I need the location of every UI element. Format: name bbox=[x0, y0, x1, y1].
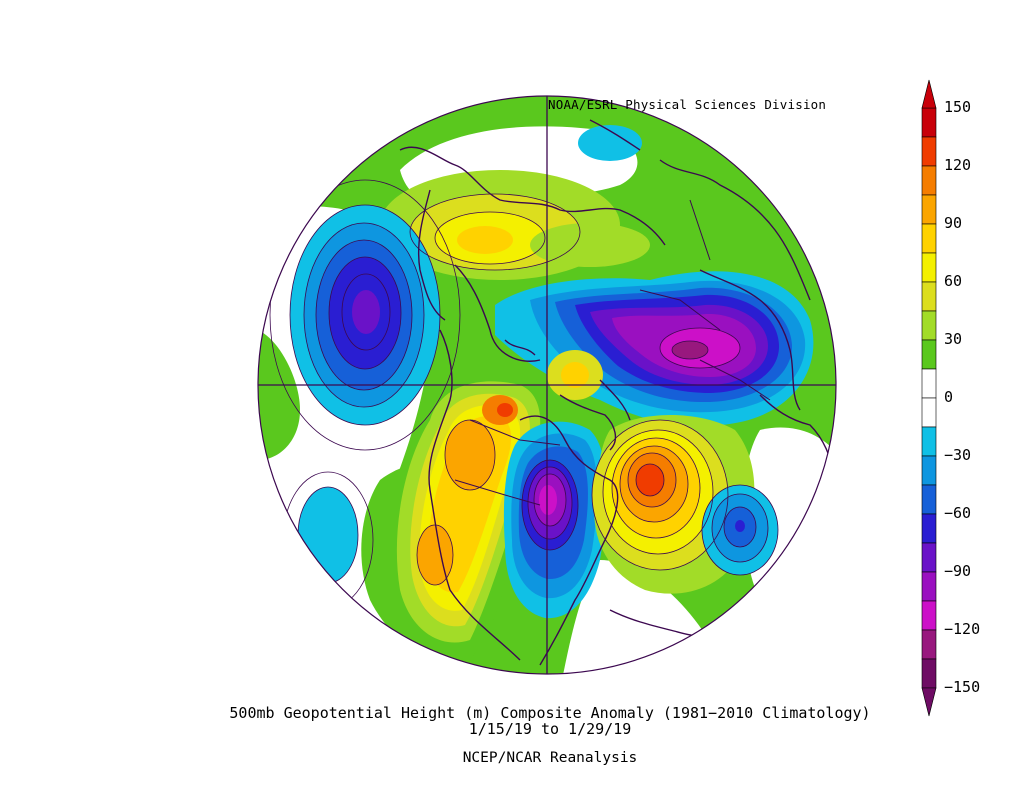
colorbar-bin bbox=[921, 368, 937, 399]
colorbar-bin bbox=[921, 165, 937, 196]
colorbar-bin bbox=[921, 629, 937, 660]
map-title: 500mb Geopotential Height (m) Composite … bbox=[229, 704, 871, 722]
ridge-arctic-30 bbox=[530, 223, 650, 267]
colorbar-bin bbox=[921, 107, 937, 138]
colorbar-tick-label: 90 bbox=[944, 214, 963, 232]
colorbar-tick-label: −150 bbox=[944, 678, 981, 696]
colorbar-tick-label: 60 bbox=[944, 272, 963, 290]
trough-arctic-small-15 bbox=[578, 125, 642, 161]
colorbar-bin bbox=[921, 600, 937, 631]
colorbar-bin bbox=[921, 542, 937, 573]
political-borders bbox=[454, 199, 771, 506]
colorbar-arrow-up bbox=[921, 79, 937, 109]
colorbar-bin bbox=[921, 484, 937, 515]
colorbar-tick-label: −60 bbox=[944, 504, 972, 522]
colorbar-bin bbox=[921, 281, 937, 312]
colorbar-bin bbox=[921, 571, 937, 602]
contour-lines bbox=[269, 179, 779, 609]
colorbar-bin bbox=[921, 397, 937, 428]
trough-europe-60 bbox=[735, 520, 745, 532]
colorbar-bin bbox=[921, 513, 937, 544]
colorbar bbox=[921, 79, 937, 717]
colorbar-tick-label: −120 bbox=[944, 620, 981, 638]
ridge-westna-75 bbox=[445, 420, 495, 490]
map-disc bbox=[258, 96, 836, 674]
colorbar-tick-label: −30 bbox=[944, 446, 972, 464]
map-date-range: 1/15/19 to 1/29/19 bbox=[468, 720, 632, 738]
colorbar-bin bbox=[921, 426, 937, 457]
credit-label: NOAA/ESRL Physical Sciences Division bbox=[548, 97, 827, 112]
colorbar-bin bbox=[921, 455, 937, 486]
ridge-westna-105 bbox=[497, 403, 513, 417]
colorbar-tick-label: 150 bbox=[944, 98, 972, 116]
colorbar-arrow-down bbox=[921, 687, 937, 717]
colorbar-bin bbox=[921, 136, 937, 167]
colorbar-tick-label: 120 bbox=[944, 156, 972, 174]
trough-goa-75 bbox=[352, 290, 380, 334]
trough-siberia-120 bbox=[672, 341, 708, 359]
colorbar-tick-label: 0 bbox=[944, 388, 954, 406]
ridge-bering-75 bbox=[457, 226, 513, 254]
colorbar-bin bbox=[921, 310, 937, 341]
colorbar-bin bbox=[921, 223, 937, 254]
coastlines bbox=[379, 117, 836, 666]
colorbar-tick-label: −90 bbox=[944, 562, 972, 580]
colorbar-bin bbox=[921, 339, 937, 370]
colorbar-bin bbox=[921, 658, 937, 689]
colorbar-bin bbox=[921, 194, 937, 225]
map-source: NCEP/NCAR Reanalysis bbox=[462, 750, 638, 766]
ridge-atlantic-105 bbox=[636, 464, 664, 496]
colorbar-bin bbox=[921, 252, 937, 283]
positive-area-gulf bbox=[258, 330, 300, 460]
trough-eastcanada-105 bbox=[539, 485, 557, 515]
colorbar-tick-label: 30 bbox=[944, 330, 963, 348]
ridge-arctic-small-60 bbox=[561, 362, 589, 388]
